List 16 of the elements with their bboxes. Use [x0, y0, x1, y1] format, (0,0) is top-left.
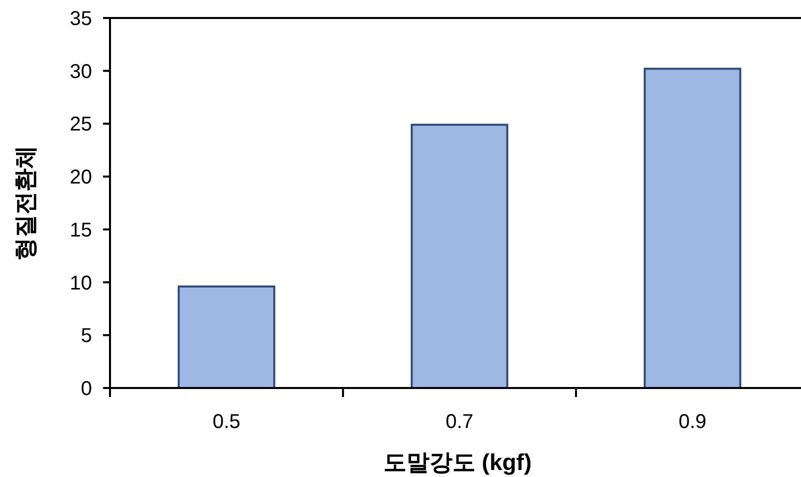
y-tick-label: 15	[70, 219, 92, 242]
x-tick-label: 0.7	[446, 411, 474, 433]
y-tick-label: 35	[70, 8, 92, 30]
bar	[178, 286, 276, 389]
y-tick-label: 30	[70, 60, 92, 83]
x-axis-title: 도말강도 (kgf)	[383, 449, 532, 475]
y-tick-label: 20	[70, 166, 92, 189]
bar	[644, 68, 742, 389]
x-tick-label: 0.5	[212, 411, 240, 433]
x-tick-label: 0.9	[678, 411, 706, 433]
y-tick-label: 10	[70, 272, 92, 294]
bar	[410, 124, 508, 389]
y-tick-label: 0	[80, 378, 92, 400]
y-tick-label: 5	[80, 325, 92, 348]
y-axis-title: 형질전환체	[12, 146, 38, 260]
y-tick-label: 25	[70, 114, 92, 136]
